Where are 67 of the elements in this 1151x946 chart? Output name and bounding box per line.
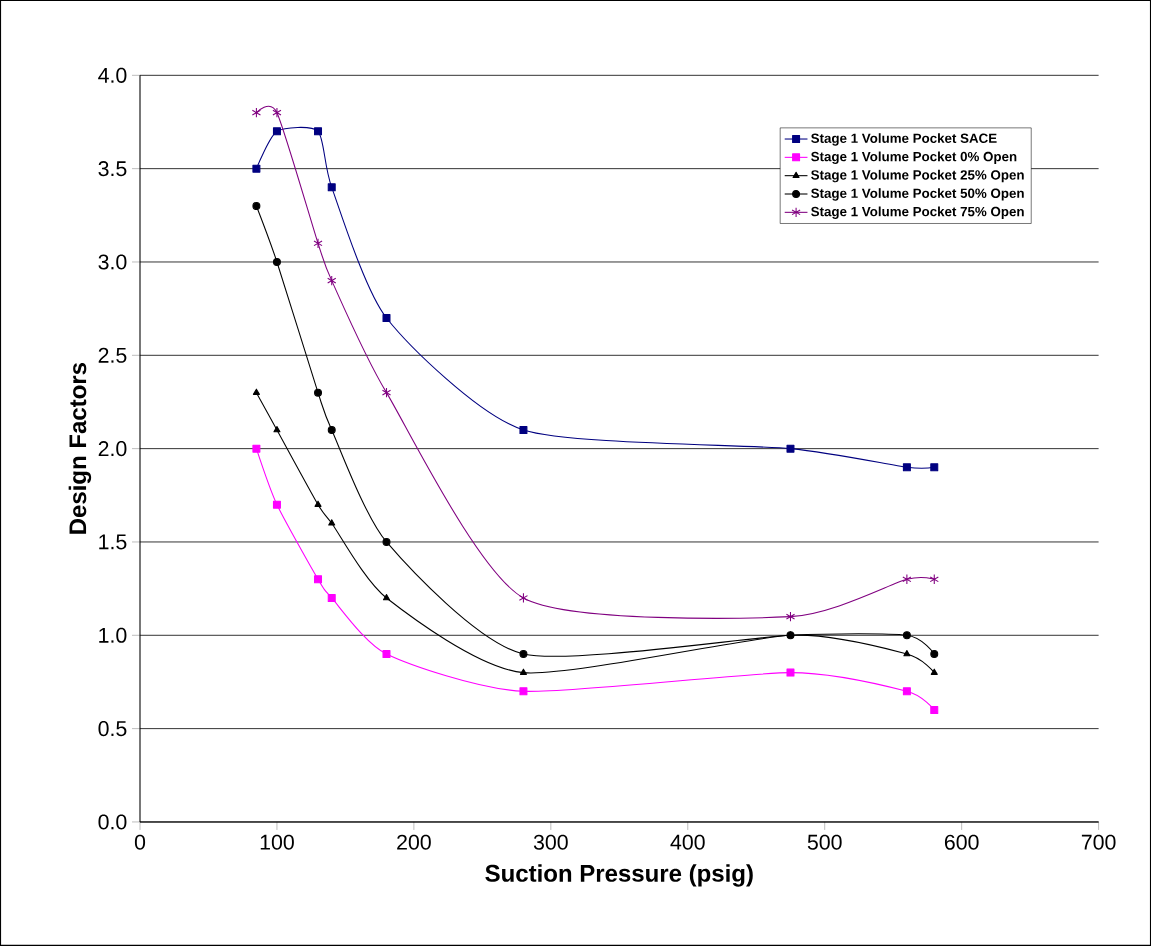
- x-tick-label: 700: [1081, 834, 1116, 850]
- point: [314, 127, 323, 136]
- y-tick-label: 1.5: [99, 534, 127, 550]
- point: [272, 107, 282, 118]
- point: [272, 500, 281, 509]
- point: [519, 425, 528, 435]
- point: [903, 649, 911, 657]
- point: [327, 593, 336, 602]
- point: [251, 107, 261, 118]
- point: [252, 202, 261, 211]
- point: [930, 705, 939, 714]
- point: [314, 388, 323, 397]
- point: [382, 314, 391, 323]
- y-tick-label: 3.0: [98, 254, 127, 270]
- point: [272, 127, 281, 136]
- point: [382, 537, 391, 546]
- x-tick-label: 100: [260, 834, 294, 850]
- legend-label: Stage 1 Volume Pocket 75% Open: [811, 206, 1024, 220]
- point: [519, 687, 528, 696]
- point: [902, 463, 911, 472]
- point: [327, 425, 336, 435]
- point: [327, 183, 336, 192]
- point: [902, 631, 911, 640]
- y-tick-label: 0.0: [98, 814, 127, 830]
- x-tick-label: 300: [533, 834, 568, 850]
- point: [273, 425, 281, 433]
- x-tick-label: 400: [670, 834, 705, 850]
- point: [313, 238, 323, 249]
- point: [252, 444, 261, 453]
- point: [381, 387, 392, 398]
- point: [785, 611, 796, 622]
- legend-label: Stage 1 Volume Pocket 50% Open: [811, 188, 1024, 201]
- x-axis-title: Suction Pressure (psig): [485, 864, 753, 887]
- point: [519, 668, 527, 675]
- legend-label: Stage 1 Volume Pocket 25% Open: [811, 169, 1024, 183]
- point: [786, 668, 795, 677]
- x-tick-label: 0: [134, 834, 146, 850]
- point: [252, 164, 261, 173]
- y-tick-label: 0.5: [98, 721, 127, 737]
- point: [930, 649, 939, 658]
- y-axis-title: Design Factors: [68, 362, 92, 534]
- point: [314, 500, 322, 507]
- point: [930, 463, 939, 472]
- legend-label: Stage 1 Volume Pocket 0% Open: [811, 151, 1017, 165]
- point: [902, 687, 911, 696]
- point: [328, 519, 336, 526]
- x-tick-label: 600: [944, 834, 979, 850]
- point: [518, 592, 529, 604]
- x-tick-label: 200: [397, 834, 431, 850]
- point: [382, 593, 391, 601]
- point: [252, 388, 260, 395]
- point: [930, 668, 938, 675]
- x-tick-label: 500: [807, 834, 842, 850]
- point: [327, 275, 337, 286]
- point: [314, 575, 323, 584]
- y-tick-label: 2.5: [98, 347, 127, 363]
- y-tick-label: 2.0: [98, 441, 127, 457]
- point: [929, 574, 939, 585]
- y-tick-label: 1.0: [99, 627, 127, 643]
- point: [272, 258, 281, 267]
- point: [786, 444, 795, 453]
- legend-label: Stage 1 Volume Pocket SACE: [811, 133, 997, 146]
- point: [382, 649, 391, 658]
- point: [902, 574, 912, 585]
- y-tick-label: 4.0: [98, 67, 127, 83]
- y-tick-label: 3.5: [98, 161, 127, 177]
- point: [519, 649, 528, 658]
